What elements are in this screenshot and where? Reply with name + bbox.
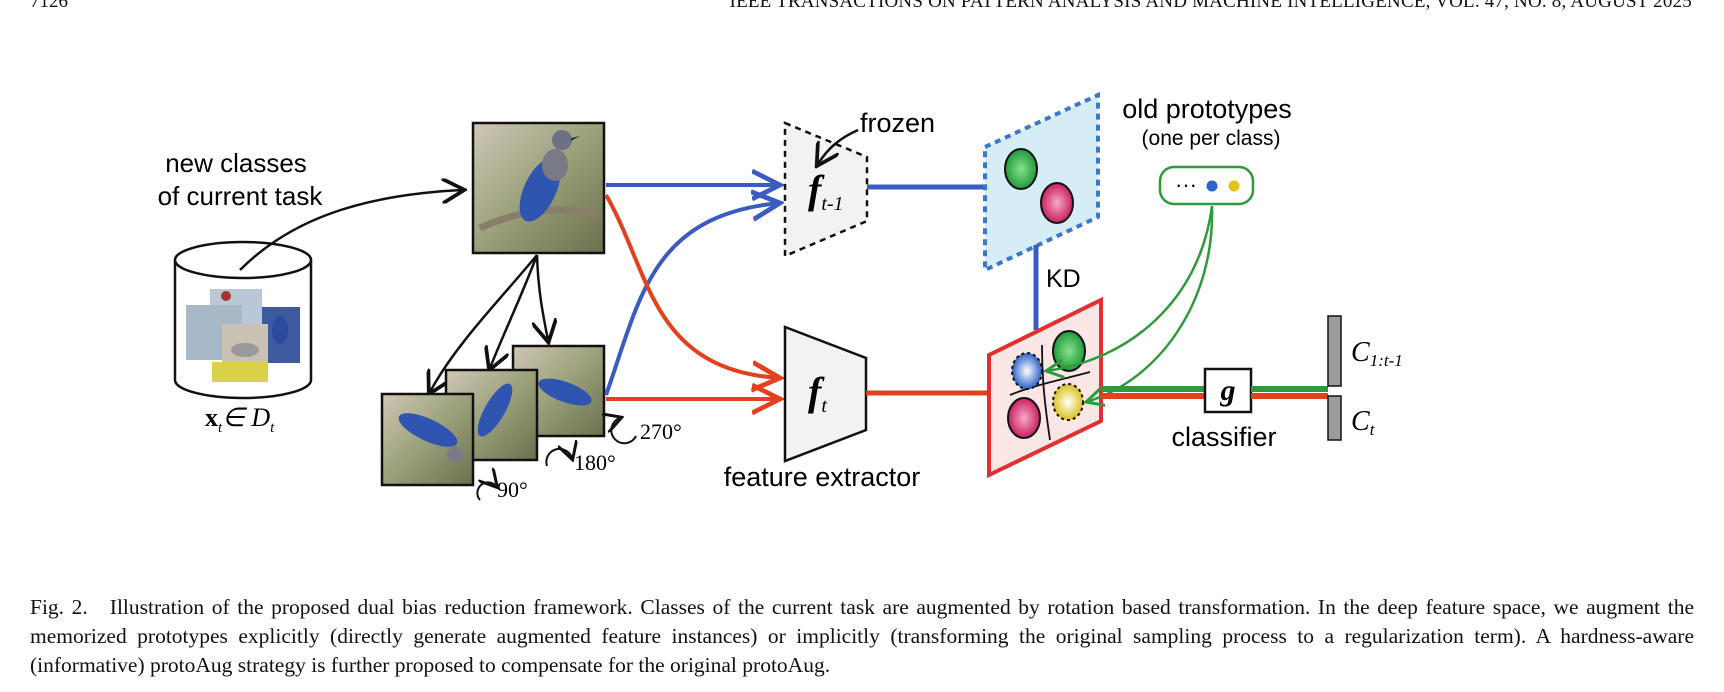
caption-label: Fig. 2. bbox=[30, 595, 88, 619]
aug-proto-yellow bbox=[1052, 383, 1084, 421]
kd-label: KD bbox=[1046, 265, 1081, 293]
bird-image-rot-90 bbox=[380, 392, 475, 487]
arrow-to-rot-270 bbox=[537, 254, 548, 340]
c-new-symbol: C bbox=[1351, 406, 1370, 437]
prototype-bank-box bbox=[1158, 165, 1255, 206]
dataset-x: x bbox=[205, 403, 218, 432]
prototype-bank-dots: ··· bbox=[1175, 172, 1197, 197]
old-prototypes-title: old prototypes bbox=[1122, 94, 1292, 124]
arrow-to-rot-90 bbox=[430, 254, 538, 392]
output-old-label: C1:t-1 bbox=[1351, 337, 1403, 370]
c-old-symbol: C bbox=[1351, 337, 1370, 368]
caption-text: Illustration of the proposed dual bias r… bbox=[30, 595, 1694, 677]
frozen-extractor-shape bbox=[783, 121, 869, 258]
rotation-270-label: 270° bbox=[640, 419, 682, 444]
blue-arrow-rot-to-fold bbox=[604, 203, 780, 396]
feature-extractor-symbol-label: ft bbox=[808, 369, 827, 417]
one-per-class-label: (one per class) bbox=[1142, 127, 1281, 150]
frozen-extractor-label: ft-1 bbox=[808, 167, 844, 215]
dataset-x-sub: t bbox=[218, 420, 223, 436]
rotation-270-mark: 270° bbox=[611, 418, 682, 445]
f-new-symbol: f bbox=[808, 369, 825, 414]
journal-running-head: IEEE TRANSACTIONS ON PATTERN ANALYSIS AN… bbox=[729, 0, 1692, 12]
rotation-90-mark: 90° bbox=[476, 477, 528, 502]
old-feature-space bbox=[983, 91, 1100, 274]
page-header: 7126 IEEE TRANSACTIONS ON PATTERN ANALYS… bbox=[0, 0, 1724, 16]
rotation-180-label: 180° bbox=[574, 450, 616, 475]
page-number: 7126 bbox=[30, 0, 68, 12]
decision-boundaries bbox=[1009, 344, 1091, 441]
arrow-to-rot-180 bbox=[490, 254, 539, 368]
frozen-pointer-arrow bbox=[818, 128, 859, 164]
output-bar-old bbox=[1327, 315, 1342, 387]
feature-extractor-shape bbox=[783, 325, 868, 463]
red-arrow-image-to-fnew bbox=[604, 193, 780, 378]
feature-extractor-label: feature extractor bbox=[724, 462, 921, 492]
c-old-sub: 1:t-1 bbox=[1370, 351, 1403, 370]
old-proto-green bbox=[1004, 148, 1038, 190]
green-arrow-to-blue-aug bbox=[1046, 205, 1214, 371]
new-proto-pink bbox=[1007, 397, 1041, 439]
framework-diagram: new classes of current task xt∈ Dt 90° bbox=[158, 91, 1403, 502]
old-proto-pink bbox=[1040, 182, 1074, 224]
bird-image-main bbox=[471, 121, 606, 255]
aug-proto-blue bbox=[1011, 352, 1043, 390]
f-old-symbol: f bbox=[808, 167, 825, 212]
output-new-label: Ct bbox=[1351, 406, 1376, 439]
prototype-bank-yellow-dot bbox=[1228, 180, 1240, 192]
dataset-label: xt∈ Dt bbox=[205, 403, 275, 436]
green-arrow-to-yellow-aug bbox=[1086, 205, 1214, 402]
c-new-sub: t bbox=[1370, 420, 1376, 439]
prototype-bank-blue-dot bbox=[1206, 180, 1218, 192]
new-feature-space bbox=[987, 296, 1103, 479]
new-classes-label-line1: new classes bbox=[165, 148, 307, 178]
f-old-sub: t-1 bbox=[821, 193, 843, 215]
frozen-label: frozen bbox=[860, 108, 935, 138]
dataset-in-d: ∈ D bbox=[222, 403, 270, 432]
dataset-cylinder bbox=[173, 240, 313, 400]
classifier-label: classifier bbox=[1171, 422, 1276, 452]
classifier-g-label: g bbox=[1220, 374, 1236, 407]
f-new-sub: t bbox=[821, 395, 827, 417]
rotation-180-mark: 180° bbox=[545, 449, 616, 475]
dataset-thumbnails bbox=[186, 289, 300, 382]
arrow-dataset-to-image bbox=[239, 190, 462, 271]
dataset-d-sub: t bbox=[270, 420, 275, 436]
new-classes-label-line2: of current task bbox=[158, 181, 324, 211]
rotation-90-label: 90° bbox=[497, 477, 528, 502]
figure-caption: Fig. 2. Illustration of the proposed dual… bbox=[30, 593, 1694, 680]
output-bar-new bbox=[1327, 395, 1342, 441]
